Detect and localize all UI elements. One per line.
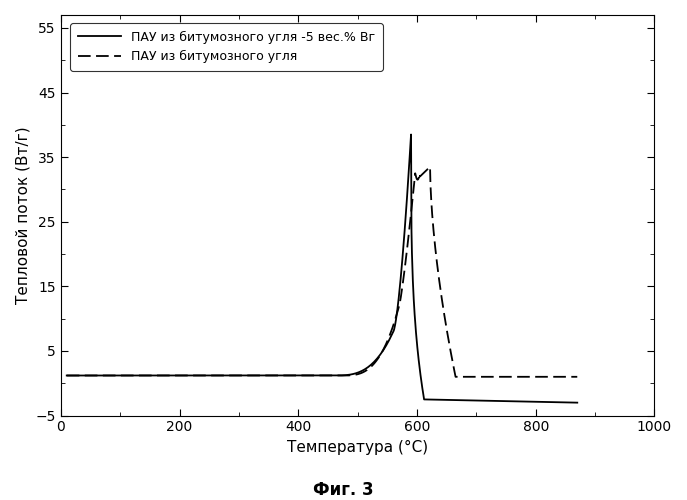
Line: ПАУ из битумозного угля: ПАУ из битумозного угля — [67, 167, 577, 377]
ПАУ из битумозного угля — [278, 372, 286, 378]
ПАУ из битумозного угля — [382, 342, 390, 347]
ПАУ из битумозного угля -5 вес.% Вг — [364, 364, 372, 370]
Text: Фиг. 3: Фиг. 3 — [313, 481, 374, 499]
ПАУ из битумозного угля — [383, 337, 392, 343]
ПАУ из битумозного угля -5 вес.% Вг — [525, 398, 533, 404]
ПАУ из битумозного угля — [426, 164, 434, 170]
ПАУ из битумозного угля -5 вес.% Вг — [157, 372, 166, 378]
Line: ПАУ из битумозного угля -5 вес.% Вг: ПАУ из битумозного угля -5 вес.% Вг — [67, 134, 577, 402]
ПАУ из битумозного угля — [451, 374, 460, 380]
ПАУ из битумозного угля — [550, 374, 559, 380]
ПАУ из битумозного угля -5 вес.% Вг — [407, 132, 415, 138]
Y-axis label: Тепловой поток (Вт/г): Тепловой поток (Вт/г) — [15, 126, 30, 304]
ПАУ из битумозного угля -5 вес.% Вг — [573, 400, 581, 406]
ПАУ из битумозного угля -5 вес.% Вг — [324, 372, 333, 378]
ПАУ из битумозного угля -5 вес.% Вг — [63, 372, 71, 378]
Legend: ПАУ из битумозного угля -5 вес.% Вг, ПАУ из битумозного угля: ПАУ из битумозного угля -5 вес.% Вг, ПАУ… — [70, 24, 383, 70]
ПАУ из битумозного угля — [339, 372, 347, 378]
X-axis label: Температура (°C): Температура (°C) — [287, 440, 428, 455]
ПАУ из битумозного угля -5 вес.% Вг — [377, 350, 385, 356]
ПАУ из битумозного угля — [63, 372, 71, 378]
ПАУ из битумозного угля — [496, 374, 504, 380]
ПАУ из битумозного угля -5 вес.% Вг — [289, 372, 297, 378]
ПАУ из битумозного угля — [573, 374, 581, 380]
